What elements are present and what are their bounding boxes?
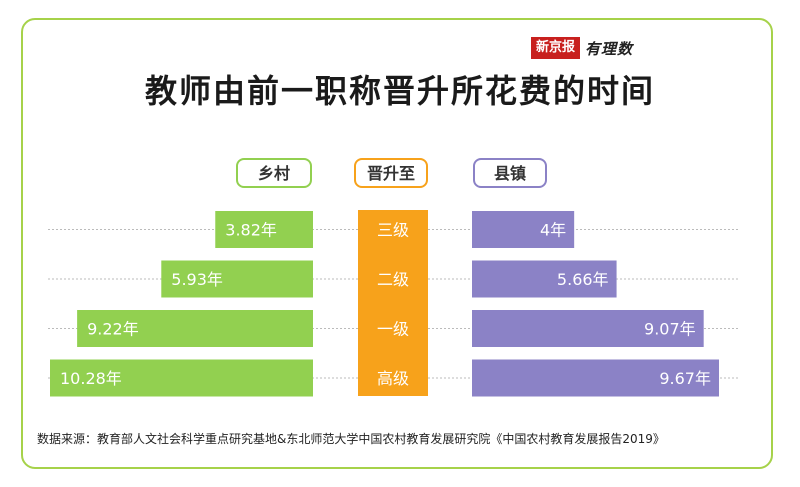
label-town-1: 5.66年 bbox=[557, 270, 609, 289]
bar-rural-2 bbox=[77, 310, 313, 347]
category-label-0: 三级 bbox=[377, 221, 409, 240]
label-town-3: 9.67年 bbox=[659, 369, 711, 388]
bar-town-0 bbox=[472, 211, 575, 248]
header-rural: 乡村 bbox=[236, 158, 312, 188]
bar-town-1 bbox=[472, 260, 617, 298]
header-promoted-to: 晋升至 bbox=[354, 158, 428, 188]
header-town: 县镇 bbox=[473, 158, 547, 188]
brand-logo: 新京报 有理数 bbox=[531, 36, 633, 60]
label-rural-3: 10.28年 bbox=[60, 369, 122, 388]
bar-rural-3 bbox=[50, 359, 313, 397]
label-town-0: 4年 bbox=[540, 221, 566, 240]
label-town-2: 9.07年 bbox=[644, 320, 696, 339]
bar-town-3 bbox=[472, 359, 719, 397]
label-rural-2: 9.22年 bbox=[87, 320, 139, 339]
label-rural-1: 5.93年 bbox=[171, 270, 223, 289]
bar-town-2 bbox=[472, 310, 704, 347]
bar-rural-1 bbox=[161, 260, 313, 298]
bar-rural-0 bbox=[215, 211, 313, 248]
brand-name: 新京报 bbox=[531, 37, 581, 59]
category-label-3: 高级 bbox=[377, 369, 409, 388]
label-rural-0: 3.82年 bbox=[225, 221, 277, 240]
chart-title: 教师由前一职称晋升所花费的时间 bbox=[144, 72, 655, 110]
data-source: 数据来源：教育部人文社会科学重点研究基地&东北师范大学中国农村教育发展研究院《中… bbox=[37, 432, 665, 446]
category-label-1: 二级 bbox=[377, 270, 409, 289]
category-label-2: 一级 bbox=[377, 320, 409, 339]
brand-sub: 有理数 bbox=[585, 39, 634, 58]
center-column-fill bbox=[358, 210, 428, 396]
